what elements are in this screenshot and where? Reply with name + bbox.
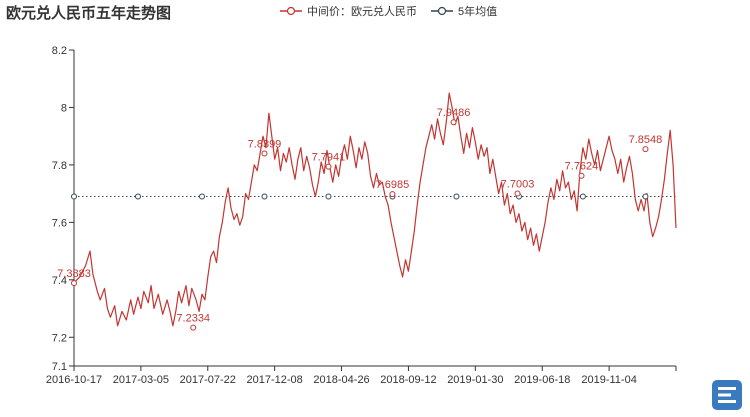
mean-marker[interactable]	[579, 193, 586, 200]
watermark-logo-icon	[712, 380, 742, 410]
legend-label-series-0: 中间价：欧元兑人民币	[307, 6, 417, 18]
x-tick-label: 2017-07-22	[180, 374, 236, 386]
x-tick-label: 2018-09-12	[380, 374, 436, 386]
x-tick-label: 2019-06-18	[514, 374, 570, 386]
chart-legend: 中间价：欧元兑人民币 5年均值	[280, 3, 497, 19]
data-point-marker[interactable]	[514, 190, 521, 197]
chart-title: 欧元兑人民币五年走势图	[6, 5, 172, 22]
x-tick-label: 2017-12-08	[247, 374, 303, 386]
mean-marker[interactable]	[453, 193, 460, 200]
y-tick-label: 8	[61, 102, 67, 114]
data-point-marker[interactable]	[261, 150, 268, 157]
y-tick-label: 7.2	[52, 332, 67, 344]
mean-marker[interactable]	[642, 193, 649, 200]
data-point-marker[interactable]	[450, 119, 457, 126]
legend-label-series-1: 5年均值	[458, 6, 498, 18]
series-line-exchange-rate	[73, 92, 677, 327]
x-tick-label: 2017-03-05	[113, 374, 169, 386]
data-point-marker[interactable]	[325, 163, 332, 170]
mean-marker[interactable]	[261, 193, 268, 200]
mean-marker[interactable]	[71, 193, 77, 200]
data-point-marker[interactable]	[642, 146, 649, 153]
data-label: 7.8399	[248, 138, 282, 150]
data-point-marker[interactable]	[389, 191, 396, 198]
y-tick-label: 7.4	[52, 275, 67, 287]
data-label: 7.9486	[437, 107, 471, 119]
data-label: 7.8548	[629, 134, 663, 146]
data-point-marker[interactable]	[71, 280, 77, 287]
mean-marker[interactable]	[325, 193, 332, 200]
legend-swatch-series-0	[280, 6, 302, 16]
x-tick-label: 2018-04-26	[313, 374, 369, 386]
data-label: 7.7003	[501, 179, 535, 191]
data-point-marker[interactable]	[578, 172, 585, 179]
data-label: 7.3883	[57, 268, 91, 280]
data-label: 7.2334	[176, 313, 210, 325]
y-tick-label: 7.8	[52, 160, 67, 172]
legend-item-series-0[interactable]: 中间价：欧元兑人民币	[280, 3, 417, 19]
data-label: 7.6985	[376, 179, 410, 191]
data-point-marker[interactable]	[190, 324, 197, 331]
x-tick-label: 2019-11-04	[581, 374, 636, 386]
data-label: 7.7624	[565, 161, 599, 173]
y-tick-label: 8.2	[52, 45, 67, 57]
legend-swatch-series-1	[431, 6, 453, 16]
legend-item-series-1[interactable]: 5年均值	[431, 3, 497, 19]
y-tick-label: 7.6	[52, 217, 67, 229]
mean-marker[interactable]	[198, 193, 205, 200]
x-tick-label: 2019-01-30	[447, 374, 503, 386]
mean-marker[interactable]	[134, 193, 141, 200]
data-label: 7.7941	[312, 152, 346, 164]
y-tick-label: 7.1	[52, 361, 67, 373]
x-tick-label: 2016-10-17	[46, 374, 102, 386]
